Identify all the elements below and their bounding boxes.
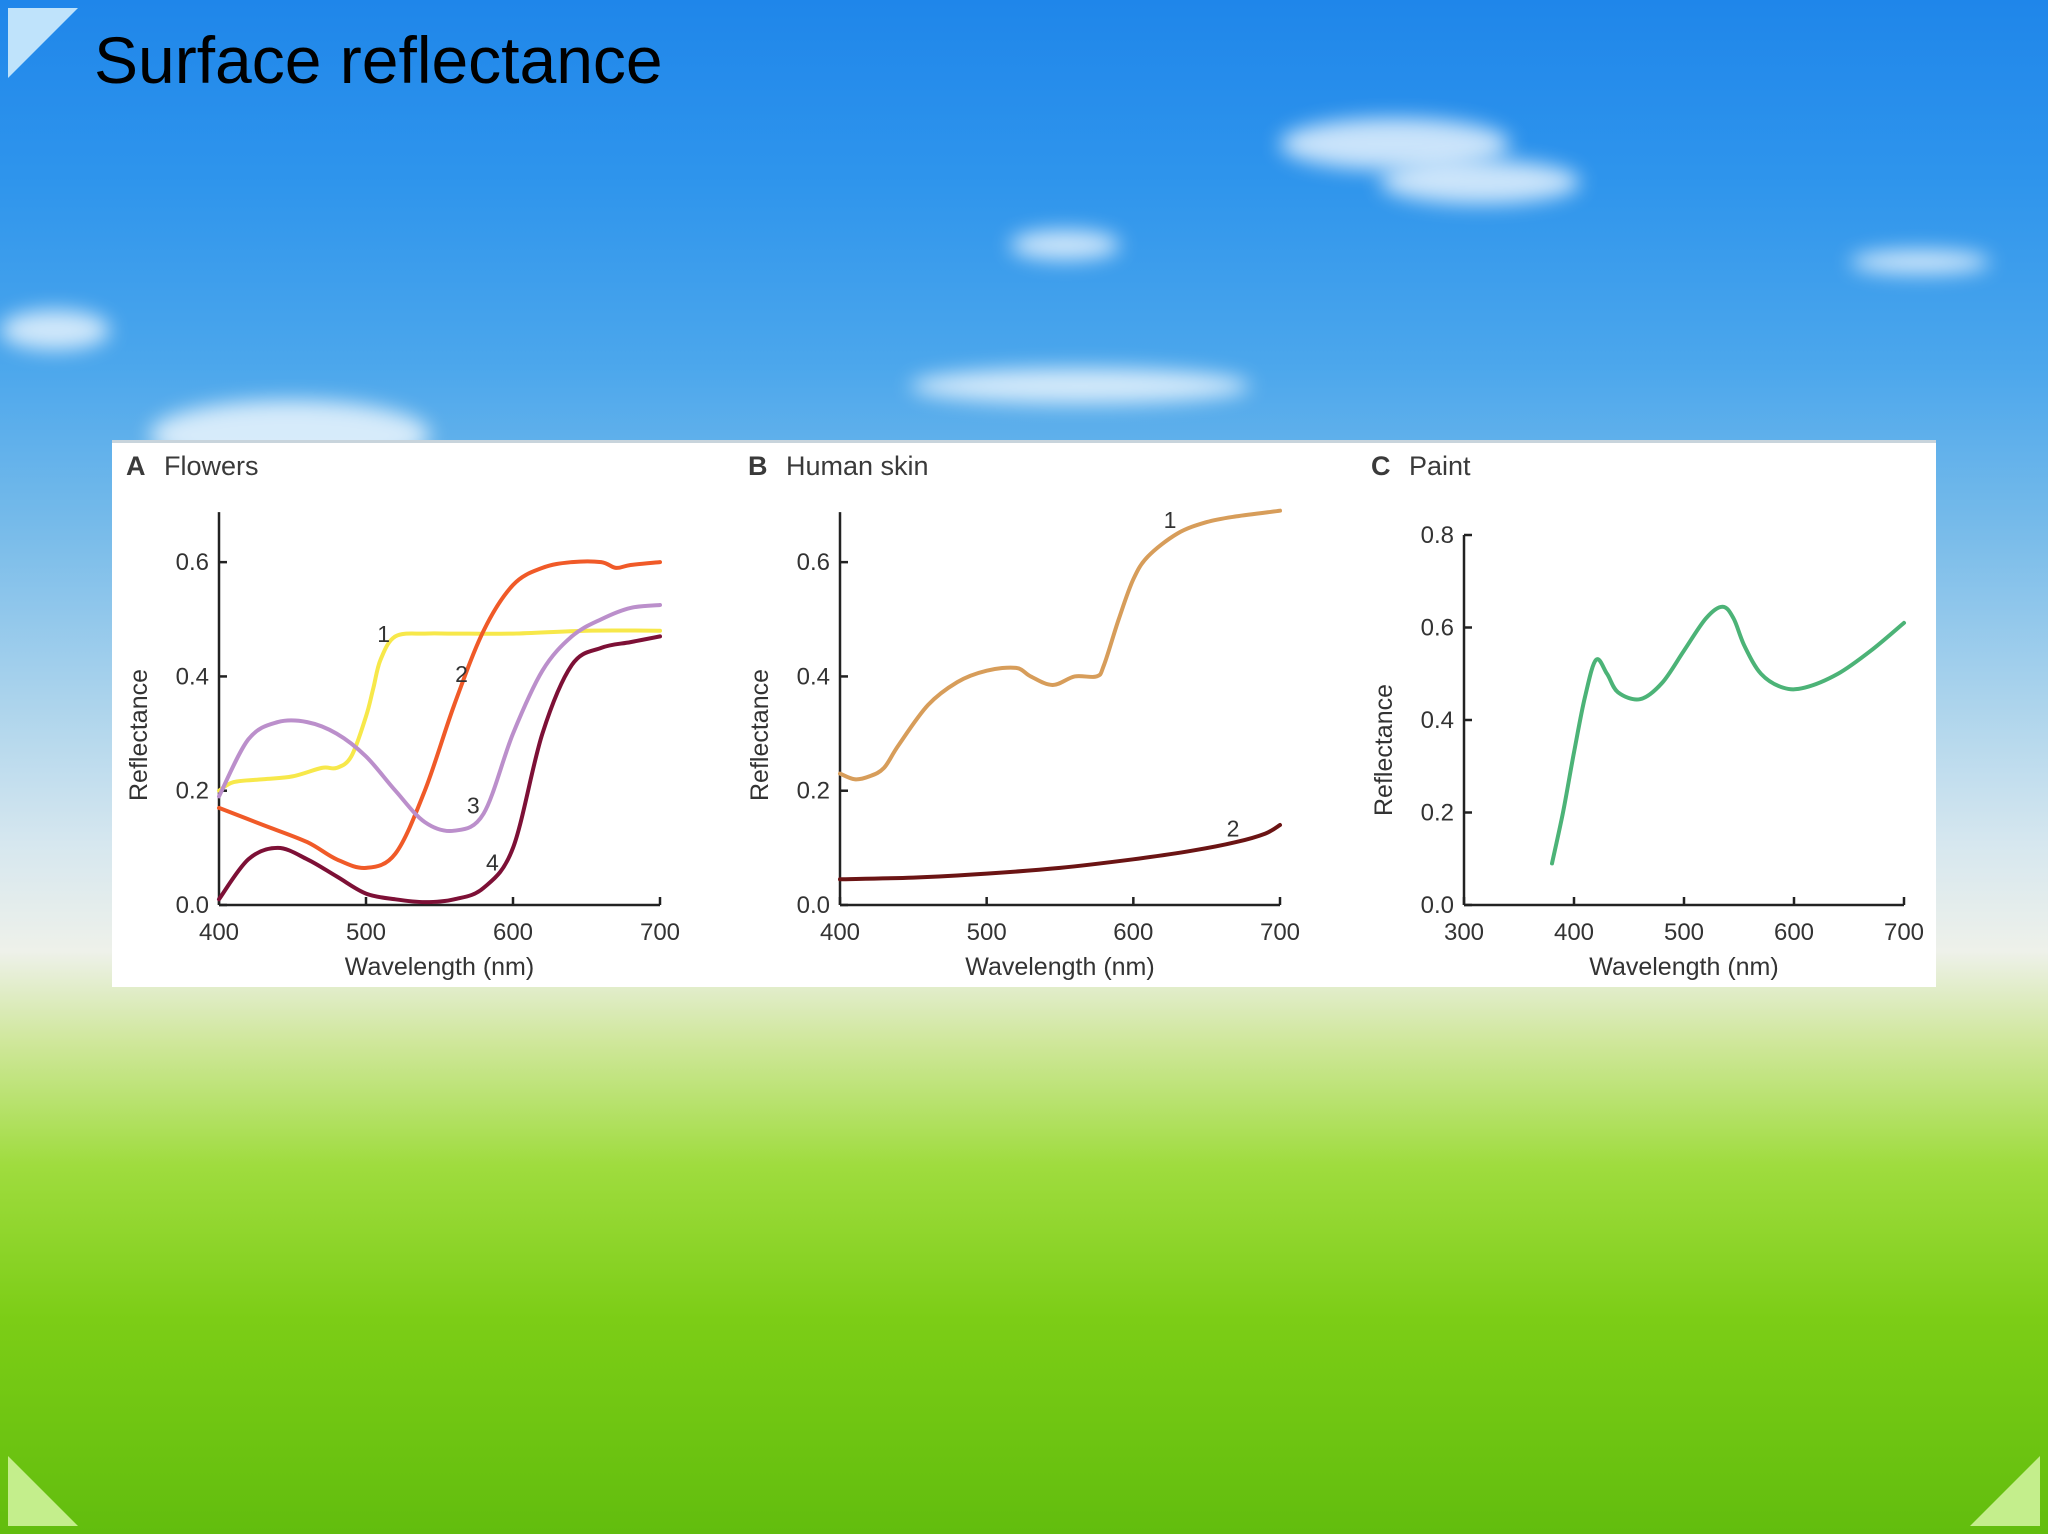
y-axis-label: Reflectance — [746, 669, 774, 801]
series-line-2 — [838, 823, 1282, 882]
reflectance-figure: A Flowers 400 500 600 700 0.0 0.2 0.4 0.6 Waveleng… — [125, 451, 1924, 981]
y-axis-label: Reflectance — [1370, 684, 1398, 816]
y-tick-label: 0.2 — [1421, 800, 1454, 827]
cloud-6 — [0, 310, 110, 350]
panel-letter: C — [1371, 451, 1391, 481]
y-tick-label: 0.4 — [176, 663, 209, 690]
panel-title: Flowers — [164, 451, 259, 481]
slide-title: Surface reflectance — [94, 23, 663, 97]
x-tick-label: 700 — [640, 919, 680, 946]
y-axis-label: Reflectance — [125, 669, 153, 801]
x-tick-label: 400 — [199, 919, 239, 946]
y-tick-label: 0.6 — [797, 549, 830, 576]
panel-letter: A — [126, 451, 146, 481]
chart-c: C Paint 300 400 500 600 700 0.0 0.2 0.4 0.6 0.8 Wave… — [1370, 451, 1924, 981]
corner-decoration-top-left — [8, 8, 78, 78]
cloud-5 — [1850, 250, 1990, 274]
corner-decoration-bottom-left — [8, 1456, 78, 1526]
cloud-3 — [1010, 230, 1120, 260]
panel-title: Human skin — [786, 451, 929, 481]
x-tick-label: 500 — [967, 919, 1007, 946]
cloud-4 — [910, 368, 1250, 404]
series-line-3 — [217, 603, 662, 834]
y-tick-label: 0.4 — [797, 663, 830, 690]
series-label: 2 — [455, 661, 468, 687]
chart-b: B Human skin 400 500 600 700 0.0 0.2 0.4 0.6 Wavel… — [746, 451, 1300, 981]
panel-letter: B — [748, 451, 768, 481]
x-tick-label: 500 — [346, 919, 386, 946]
x-tick-label: 600 — [1113, 919, 1153, 946]
series-line-paint — [1550, 604, 1906, 866]
y-tick-label: 0.0 — [797, 892, 830, 919]
x-tick-label: 400 — [1554, 919, 1594, 946]
chart-a: A Flowers 400 500 600 700 0.0 0.2 0.4 0.6 Waveleng… — [125, 451, 680, 981]
y-tick-label: 0.0 — [176, 892, 209, 919]
x-tick-label: 600 — [493, 919, 533, 946]
x-axis-label: Wavelength (nm) — [965, 953, 1154, 981]
series-label: 4 — [486, 850, 499, 876]
y-tick-label: 0.4 — [1421, 707, 1454, 734]
y-tick-label: 0.2 — [797, 778, 830, 805]
cloud-2 — [1380, 160, 1580, 204]
x-tick-label: 700 — [1884, 919, 1924, 946]
y-tick-label: 0.0 — [1421, 892, 1454, 919]
figure-panel: A Flowers 400 500 600 700 0.0 0.2 0.4 0.6 Waveleng… — [112, 440, 1936, 987]
series-label: 3 — [467, 793, 480, 819]
x-tick-label: 300 — [1444, 919, 1484, 946]
x-axis-label: Wavelength (nm) — [1589, 953, 1778, 981]
x-tick-label: 600 — [1774, 919, 1814, 946]
y-tick-label: 0.6 — [1421, 615, 1454, 642]
y-tick-label: 0.8 — [1421, 522, 1454, 549]
series-line-1 — [217, 628, 662, 793]
series-line-4 — [217, 634, 662, 905]
x-tick-label: 500 — [1664, 919, 1704, 946]
series-label: 1 — [1164, 507, 1177, 533]
series-label: 2 — [1227, 815, 1240, 841]
x-axis-label: Wavelength (nm) — [345, 953, 534, 981]
panel-title: Paint — [1409, 451, 1471, 481]
y-tick-label: 0.6 — [176, 549, 209, 576]
series-line-1 — [838, 508, 1282, 782]
y-tick-label: 0.2 — [176, 778, 209, 805]
series-label: 1 — [377, 621, 390, 647]
corner-decoration-bottom-right — [1970, 1456, 2040, 1526]
x-tick-label: 400 — [820, 919, 860, 946]
series-line-2 — [217, 559, 662, 870]
x-tick-label: 700 — [1260, 919, 1300, 946]
